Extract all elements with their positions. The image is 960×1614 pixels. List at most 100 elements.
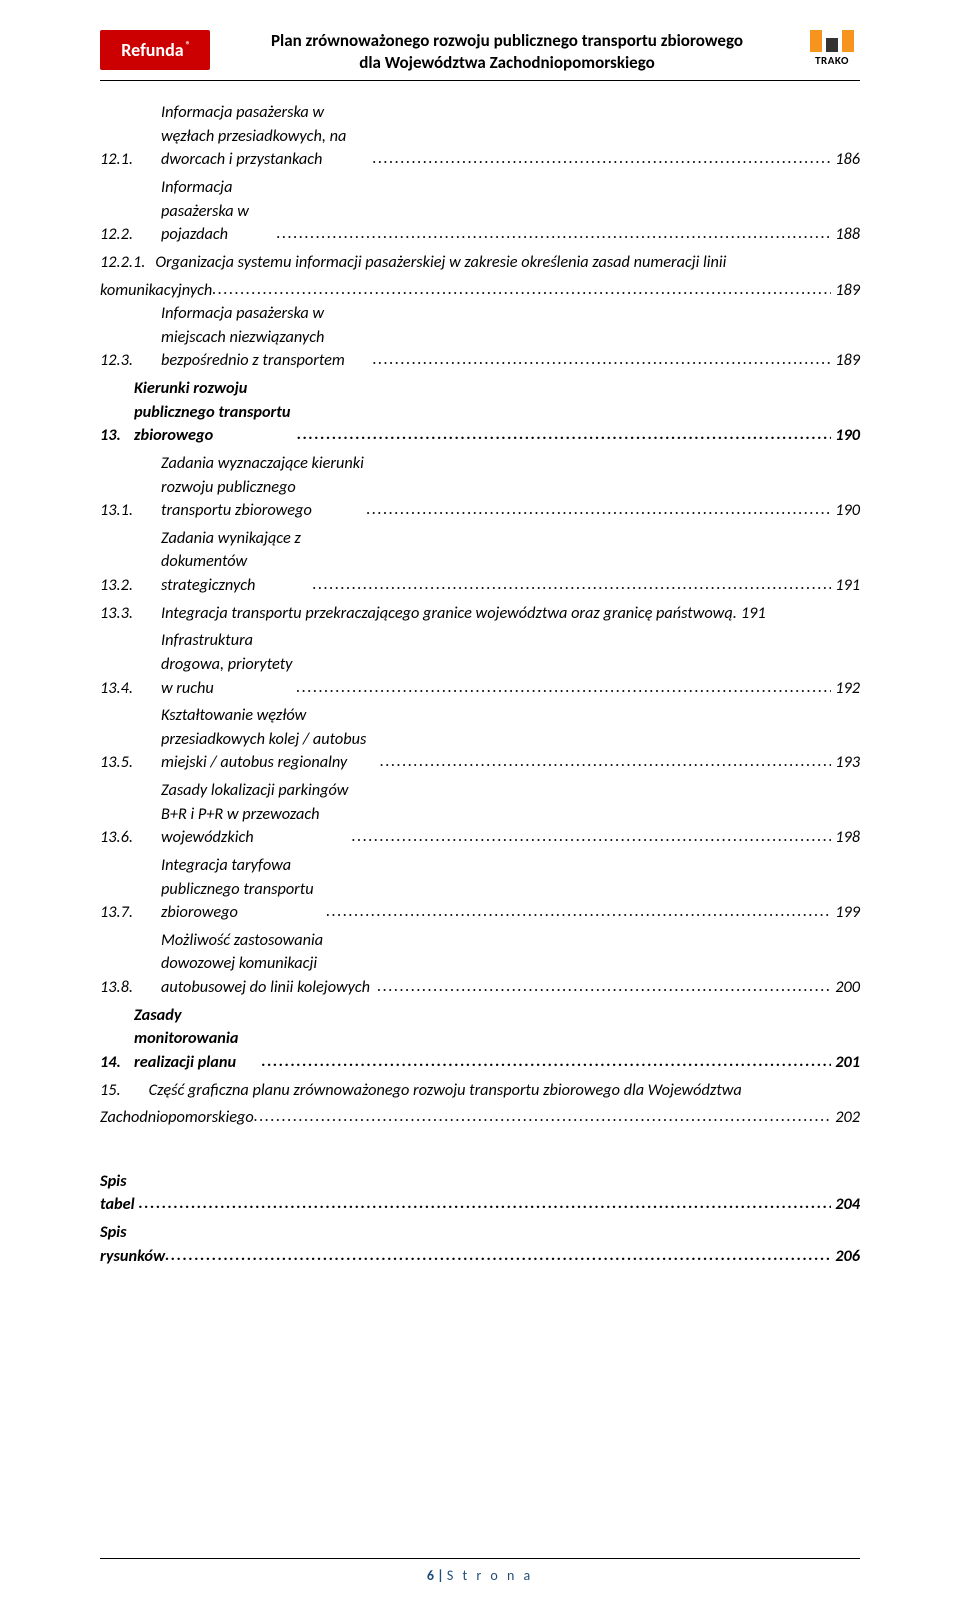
toc-dots (297, 423, 831, 447)
toc-dots (352, 825, 832, 849)
toc-page: 201 (831, 1051, 860, 1075)
toc-page: 191 (831, 574, 860, 598)
toc-dots (377, 975, 831, 999)
toc-number: 13.6. (100, 826, 161, 850)
toc-text: Kierunki rozwoju publicznego transportu … (134, 377, 297, 448)
toc-entry: 12.3.Informacja pasażerska w miejscach n… (100, 302, 860, 373)
toc-dots (313, 573, 832, 597)
toc-entry: 13.8.Możliwość zastosowania dowozowej ko… (100, 929, 860, 1000)
toc-entry: 12.2.Informacja pasażerska w pojazdach 18… (100, 176, 860, 247)
toc-entry-line2: Zachodniopomorskiego202 (100, 1106, 860, 1130)
toc-text: Infrastruktura drogowa, priorytety w ruc… (161, 629, 296, 700)
document-title: Plan zrównoważonego rozwoju publicznego … (210, 30, 804, 74)
toc-entry-line1: 12.2.1.Organizacja systemu informacji pa… (100, 251, 860, 275)
page-number-value: 6 (427, 1567, 434, 1584)
refunda-logo: Refunda ® (100, 30, 210, 70)
title-line-1: Plan zrównoważonego rozwoju publicznego … (271, 30, 743, 51)
toc-page: 190 (831, 424, 860, 448)
trako-logo-bars (804, 30, 860, 52)
toc-number: 15. (100, 1079, 149, 1103)
toc-spacer (100, 1130, 860, 1170)
toc-text: Spis tabel (100, 1170, 138, 1217)
toc-page: 200 (831, 976, 860, 1000)
toc-text: Zasady monitorowania realizacji planu (134, 1004, 261, 1075)
toc-number: 13.5. (100, 751, 161, 775)
document-page: Refunda ® Plan zrównoważonego rozwoju pu… (0, 0, 960, 1614)
page-number-label: S t r o n a (447, 1567, 533, 1584)
toc-page: 190 (831, 499, 860, 523)
page-header: Refunda ® Plan zrównoważonego rozwoju pu… (100, 30, 860, 74)
toc-page: 202 (831, 1106, 860, 1130)
table-of-contents: 12.1.Informacja pasażerska w węzłach prz… (100, 101, 860, 1268)
toc-entry: 13.6.Zasady lokalizacji parkingów B+R i … (100, 779, 860, 850)
registered-icon: ® (186, 38, 191, 51)
toc-dots (165, 1244, 831, 1268)
footer-rule (100, 1558, 860, 1559)
toc-page: 192 (831, 677, 860, 701)
toc-entry: 12.1.Informacja pasażerska w węzłach prz… (100, 101, 860, 172)
toc-number: 13.8. (100, 976, 161, 1000)
toc-dots (254, 1105, 832, 1129)
page-footer: 6 | S t r o n a (100, 1558, 860, 1584)
toc-text: Kształtowanie węzłów przesiadkowych kole… (161, 704, 380, 775)
toc-number: 14. (100, 1051, 134, 1075)
toc-entry: Spis rysunków 206 (100, 1221, 860, 1268)
refunda-logo-text: Refunda (121, 39, 183, 61)
toc-page: 191 (737, 602, 766, 626)
toc-text: komunikacyjnych (100, 279, 212, 303)
toc-page: 206 (831, 1245, 860, 1269)
toc-dots (212, 278, 831, 302)
toc-text: Zadania wynikające z dokumentów strategi… (161, 527, 313, 598)
toc-page: 186 (831, 148, 860, 172)
toc-entry: 13.7.Integracja taryfowa publicznego tra… (100, 854, 860, 925)
toc-entry: Spis tabel 204 (100, 1170, 860, 1217)
toc-entry-line1: 15.Część graficzna planu zrównoważonego … (100, 1079, 860, 1103)
toc-number: 12.1. (100, 148, 161, 172)
toc-dots (296, 676, 831, 700)
toc-number: 13.7. (100, 901, 161, 925)
toc-dots (366, 498, 831, 522)
header-rule (100, 80, 860, 81)
toc-page: 189 (831, 349, 860, 373)
title-line-2: dla Województwa Zachodniopomorskiego (359, 52, 655, 73)
trako-logo-text: TRAKO (804, 54, 860, 67)
toc-number: 12.3. (100, 349, 161, 373)
toc-entry: 13.2.Zadania wynikające z dokumentów str… (100, 527, 860, 598)
toc-number: 13.3. (100, 602, 161, 626)
toc-entry: 13.4.Infrastruktura drogowa, priorytety … (100, 629, 860, 700)
toc-entry: 15.Część graficzna planu zrównoważonego … (100, 1079, 860, 1130)
page-number: 6 | S t r o n a (100, 1567, 860, 1584)
toc-page: 204 (831, 1193, 860, 1217)
toc-dots (261, 1050, 831, 1074)
toc-text: Zadania wyznaczające kierunki rozwoju pu… (161, 452, 366, 523)
toc-text: Integracja transportu przekraczającego g… (161, 602, 733, 626)
toc-text: Część graficzna planu zrównoważonego roz… (149, 1079, 742, 1103)
toc-text: Informacja pasażerska w pojazdach (161, 176, 277, 247)
trako-bar-right (842, 30, 854, 52)
toc-page: 189 (831, 279, 860, 303)
toc-number: 12.2. (100, 223, 161, 247)
toc-text: Spis rysunków (100, 1221, 165, 1268)
toc-page: 198 (831, 826, 860, 850)
toc-entry: 13.Kierunki rozwoju publicznego transpor… (100, 377, 860, 448)
toc-dots (373, 348, 832, 372)
toc-entry-line2: komunikacyjnych 189 (100, 279, 860, 303)
toc-dots (277, 222, 832, 246)
toc-entry: 13.3.Integracja transportu przekraczając… (100, 602, 860, 626)
toc-number: 12.2.1. (100, 251, 155, 275)
toc-dots (326, 900, 831, 924)
toc-dots (380, 750, 831, 774)
trako-bar-left (810, 30, 822, 52)
toc-text: Możliwość zastosowania dowozowej komunik… (161, 929, 377, 1000)
trako-bar-mid (826, 38, 838, 52)
trako-logo: TRAKO (804, 30, 860, 67)
toc-dots (138, 1192, 831, 1216)
toc-text: Informacja pasażerska w węzłach przesiad… (161, 101, 372, 172)
toc-text: Integracja taryfowa publicznego transpor… (161, 854, 326, 925)
page-number-sep: | (434, 1567, 447, 1584)
toc-number: 13.1. (100, 499, 161, 523)
toc-entry: 12.2.1.Organizacja systemu informacji pa… (100, 251, 860, 302)
toc-entry: 14.Zasady monitorowania realizacji planu… (100, 1004, 860, 1075)
toc-page: 188 (831, 223, 860, 247)
toc-dots (372, 147, 831, 171)
